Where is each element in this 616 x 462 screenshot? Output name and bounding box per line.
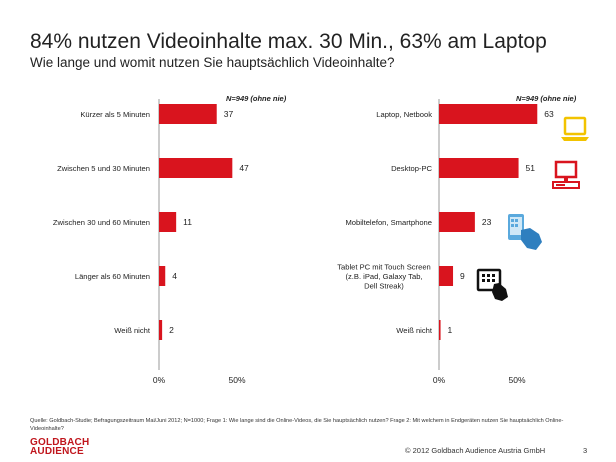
tablet-icon	[476, 268, 508, 301]
left-value-label-4: 2	[169, 325, 174, 335]
left-bar-1	[159, 158, 233, 178]
left-category-label-4: Weiß nicht	[114, 326, 151, 335]
left-category-label-0: Kürzer als 5 Minuten	[80, 110, 150, 119]
right-category-label-0: Laptop, Netbook	[376, 110, 432, 119]
right-category-label-1: Desktop-PC	[391, 164, 432, 173]
right-bar-2	[439, 212, 475, 232]
smartphone-icon	[508, 214, 542, 250]
left-value-label-1: 47	[239, 163, 249, 173]
left-category-label-1: Zwischen 5 und 30 Minuten	[57, 164, 150, 173]
left-bar-0	[159, 104, 217, 124]
right-bar-0	[439, 104, 538, 124]
right-bar-3	[439, 266, 454, 286]
right-bar-4	[439, 320, 441, 340]
right-value-label-3: 9	[460, 271, 465, 281]
copyright: © 2012 Goldbach Audience Austria GmbH	[405, 446, 546, 455]
right-value-label-1: 51	[526, 163, 536, 173]
right-value-label-2: 23	[482, 217, 492, 227]
right-tick-label-1: 50%	[508, 375, 525, 385]
left-bar-3	[159, 266, 166, 286]
left-value-label-3: 4	[172, 271, 177, 281]
left-value-label-0: 37	[224, 109, 234, 119]
laptop-icon	[561, 116, 589, 141]
left-tick-label-1: 50%	[228, 375, 245, 385]
left-chart-note: N=949 (ohne nie)	[226, 94, 287, 103]
page-subtitle: Wie lange und womit nutzen Sie hauptsäch…	[30, 55, 395, 70]
page-number: 3	[583, 446, 588, 455]
right-bar-1	[439, 158, 519, 178]
right-category-label-3: Tablet PC mit Touch Screen (z.B. iPad, Ga…	[337, 263, 431, 291]
source-note: Quelle: Goldbach-Studie; Befragungszeitr…	[30, 418, 564, 432]
right-chart-note: N=949 (ohne nie)	[516, 94, 577, 103]
left-bar-4	[159, 320, 163, 340]
right-category-label-4: Weiß nicht	[396, 326, 433, 335]
right-value-label-0: 63	[544, 109, 554, 119]
right-tick-label-0: 0%	[433, 375, 446, 385]
right-category-label-2: Mobiltelefon, Smartphone	[345, 218, 432, 227]
left-value-label-2: 11	[183, 217, 192, 227]
left-category-label-2: Zwischen 30 und 60 Minuten	[53, 218, 150, 227]
left-tick-label-0: 0%	[153, 375, 166, 385]
left-category-label-3: Länger als 60 Minuten	[75, 272, 150, 281]
goldbach-logo: GOLDBACH AUDIENCE	[30, 437, 90, 457]
right-value-label-4: 1	[448, 325, 453, 335]
page-title: 84% nutzen Videoinhalte max. 30 Min., 63…	[30, 30, 547, 53]
desktop-icon	[552, 160, 580, 189]
left-bar-2	[159, 212, 177, 232]
